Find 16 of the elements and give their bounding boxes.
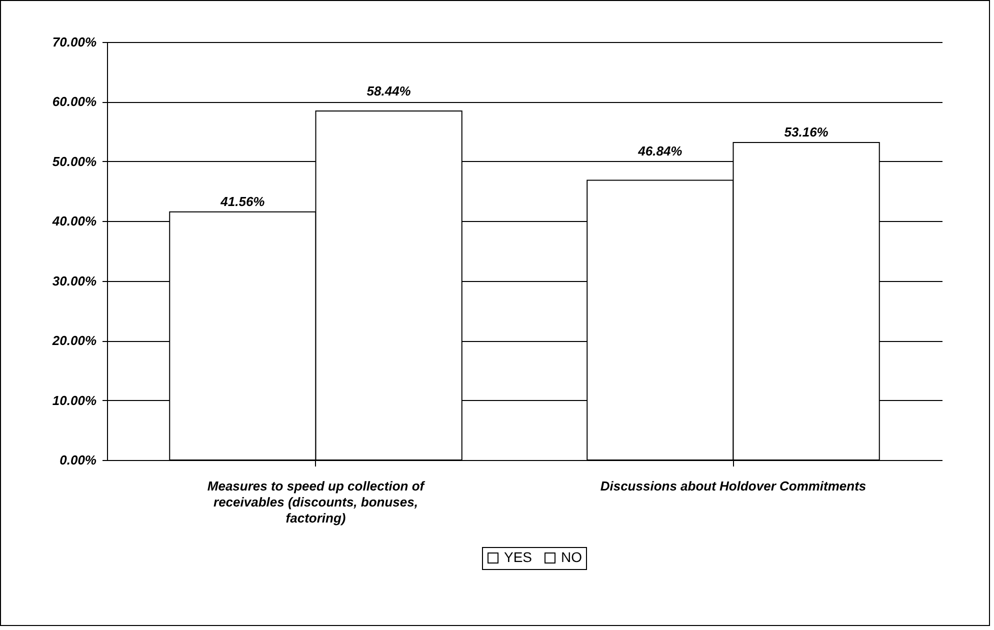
legend-label: YES: [504, 549, 532, 565]
x-tick-label: Discussions about Holdover Commitments: [600, 478, 866, 494]
data-label: 58.44%: [366, 84, 412, 99]
y-tick-label: 40.00%: [51, 214, 97, 229]
y-tick-label: 50.00%: [52, 154, 97, 169]
legend-label: NO: [561, 549, 582, 565]
y-tick-label: 0.00%: [60, 452, 97, 468]
data-label: 41.56%: [220, 194, 266, 209]
y-tick-label: 70.00%: [52, 34, 97, 50]
x-tick-label: Measures to speed up collection of receivables (discounts, bonuses, factoring): [207, 478, 426, 526]
data-label: 53.16%: [784, 124, 829, 140]
y-tick-label: 20.00%: [51, 333, 97, 348]
y-tick-label: 60.00%: [52, 94, 97, 110]
y-tick-label: 10.00%: [52, 392, 97, 408]
y-tick-label: 30.00%: [52, 273, 97, 288]
data-label: 46.84%: [637, 143, 683, 158]
